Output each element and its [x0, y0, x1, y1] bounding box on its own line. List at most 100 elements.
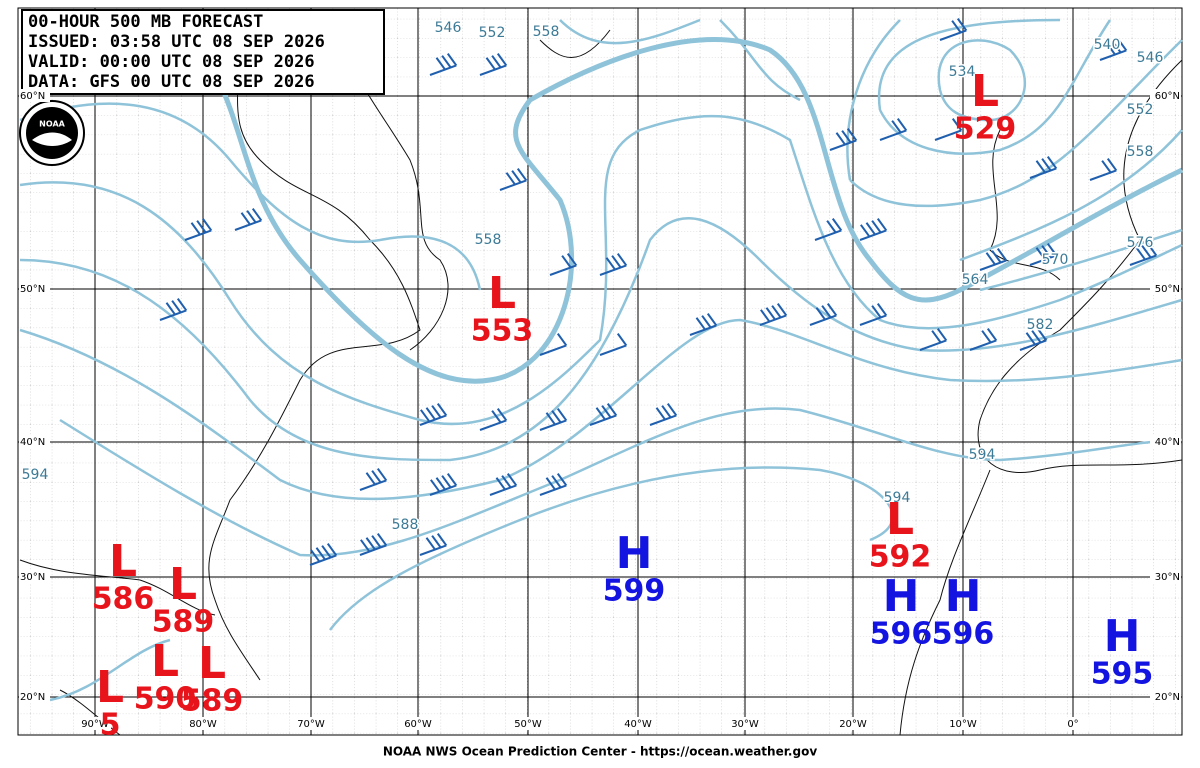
lat-label-bg — [1150, 690, 1181, 703]
wind-barb — [489, 473, 518, 496]
header-line: 00-HOUR 500 MB FORECAST — [28, 12, 263, 32]
contour-label: 558 — [533, 24, 560, 40]
center-value: 596 — [870, 617, 933, 652]
center-value: 529 — [954, 112, 1017, 147]
center-letter: L — [488, 268, 516, 319]
lat-label-bg — [19, 282, 50, 295]
center-letter: L — [971, 66, 999, 117]
height-contours — [19, 18, 1184, 702]
wind-barb — [419, 403, 448, 426]
contour-label: 552 — [1127, 102, 1154, 118]
lon-label: 60°W — [404, 719, 432, 730]
wind-barb — [759, 303, 788, 326]
graticule — [18, 8, 1182, 735]
center-letter: L — [169, 559, 197, 610]
lon-label-bg — [1057, 717, 1089, 730]
center-value: 590 — [134, 682, 197, 717]
contour-label: 576 — [1127, 235, 1154, 251]
lon-label: 10°W — [949, 719, 977, 730]
lat-label: 40°N — [1155, 437, 1180, 448]
lon-label: 20°W — [839, 719, 867, 730]
wind-barb — [429, 473, 458, 496]
contour-label: 594 — [969, 447, 996, 463]
wind-barb — [1089, 158, 1118, 181]
contour-label: 564 — [962, 272, 989, 288]
wind-barb — [919, 328, 948, 351]
wind-barb — [879, 118, 908, 141]
wind-barb — [1029, 243, 1058, 266]
lat-label: 50°N — [20, 284, 45, 295]
wind-barb — [689, 313, 718, 336]
center-letter: H — [616, 528, 653, 579]
lon-label: 30°W — [731, 719, 759, 730]
wind-barb — [539, 333, 568, 356]
center-letter: H — [1104, 611, 1141, 662]
wind-barb — [649, 403, 678, 426]
wind-barb — [159, 298, 188, 321]
header-line: VALID: 00:00 UTC 08 SEP 2026 — [28, 52, 315, 72]
wind-barb — [234, 208, 263, 231]
wind-barb — [549, 253, 578, 276]
logo-gull — [32, 132, 72, 146]
wind-barb — [539, 473, 568, 496]
wind-barb — [1129, 243, 1158, 266]
center-value: 553 — [471, 314, 534, 349]
lon-label-bg — [295, 717, 327, 730]
wind-barb — [809, 303, 838, 326]
lat-label-bg — [19, 690, 50, 703]
contour-label: 582 — [1027, 317, 1054, 333]
wind-barb — [934, 118, 963, 141]
center-letter: H — [883, 571, 920, 622]
coastlines — [19, 19, 1183, 736]
wind-barb — [1019, 328, 1048, 351]
lon-label: 40°W — [624, 719, 652, 730]
lat-label: 40°N — [20, 437, 45, 448]
header-line: ISSUED: 03:58 UTC 08 SEP 2026 — [28, 32, 325, 52]
contour-label: 546 — [1137, 50, 1164, 66]
lat-label-bg — [19, 435, 50, 448]
wind-barb — [969, 328, 998, 351]
center-letter: H — [945, 571, 982, 622]
lon-label-bg — [187, 717, 219, 730]
contour-label: 570 — [1042, 252, 1069, 268]
wind-barb — [939, 18, 968, 41]
wind-barb — [859, 218, 888, 241]
wind-barb — [599, 253, 628, 276]
wind-barb — [1099, 38, 1128, 61]
lon-label-bg — [622, 717, 654, 730]
contour-label: 540 — [1094, 37, 1121, 53]
contour-label: 546 — [435, 20, 462, 36]
wind-barb — [419, 533, 448, 556]
lat-label: 20°N — [20, 692, 45, 703]
wind-barb — [589, 403, 618, 426]
contour-label: 594 — [884, 490, 911, 506]
center-value: 595 — [1091, 657, 1154, 692]
lon-label-bg — [79, 717, 111, 730]
lon-label: 70°W — [297, 719, 325, 730]
lat-label-bg — [19, 89, 50, 102]
wind-barb — [829, 128, 858, 151]
wind-barb — [1029, 156, 1058, 179]
center-value: 5 — [100, 708, 121, 743]
center-value: 586 — [92, 582, 155, 617]
lat-label-bg — [1150, 282, 1181, 295]
center-letter: L — [109, 536, 137, 587]
center-value: 596 — [932, 617, 995, 652]
lat-label: 60°N — [20, 91, 45, 102]
wind-barb — [814, 218, 843, 241]
contour-label: 558 — [1127, 144, 1154, 160]
center-letter: L — [96, 662, 124, 713]
footer: NOAA NWS Ocean Prediction Center - https… — [383, 745, 817, 759]
logo-text: NOAA — [39, 120, 65, 129]
lon-label: 50°W — [514, 719, 542, 730]
lat-label-bg — [19, 570, 50, 583]
center-letter: L — [886, 494, 914, 545]
wind-barb — [539, 408, 568, 431]
lon-label: 0° — [1067, 719, 1078, 730]
lat-label-bg — [1150, 570, 1181, 583]
center-value: 599 — [603, 574, 666, 609]
center-value: 592 — [869, 540, 932, 575]
wind-barb — [479, 408, 508, 431]
lat-label: 30°N — [20, 572, 45, 583]
